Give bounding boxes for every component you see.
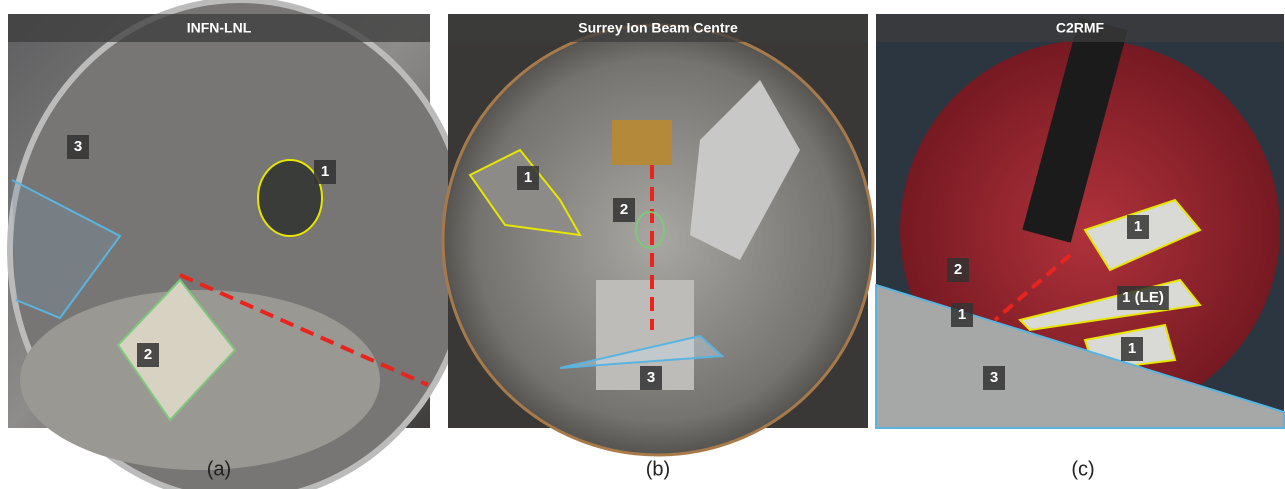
label: 3 [647, 369, 655, 386]
label: 2 [144, 346, 152, 363]
label-box [314, 160, 336, 184]
label: 1 [958, 306, 966, 323]
label: 3 [74, 138, 82, 155]
label: 1 [1134, 218, 1142, 235]
label-box [951, 303, 973, 327]
title-bar [8, 14, 430, 42]
label: 1 (LE) [1122, 289, 1164, 306]
label-box [137, 343, 159, 367]
photo-a [7, 0, 473, 489]
label-box [67, 135, 89, 159]
panel-title: INFN-LNL [187, 20, 252, 36]
title-bar [876, 14, 1284, 42]
label-box [640, 366, 662, 390]
panel-title: Surrey Ion Beam Centre [578, 20, 738, 36]
label-box [517, 166, 539, 190]
label: 1 [321, 163, 329, 180]
panel-title: C2RMF [1056, 20, 1105, 36]
caption: (a) [207, 458, 231, 480]
label-box [613, 198, 635, 222]
label: 2 [620, 201, 628, 218]
photo-b [441, 14, 875, 457]
caption: (c) [1071, 458, 1094, 480]
label-box [947, 258, 969, 282]
label: 1 [524, 169, 532, 186]
label: 2 [954, 261, 962, 278]
label-box [1127, 215, 1149, 239]
label-box [1121, 337, 1143, 361]
caption: (b) [646, 458, 670, 480]
label-box [983, 366, 1005, 390]
photo-c [875, 14, 1285, 429]
label: 1 [1128, 340, 1136, 357]
title-bar [448, 14, 868, 42]
label-box [1117, 286, 1169, 310]
label: 3 [990, 369, 998, 386]
